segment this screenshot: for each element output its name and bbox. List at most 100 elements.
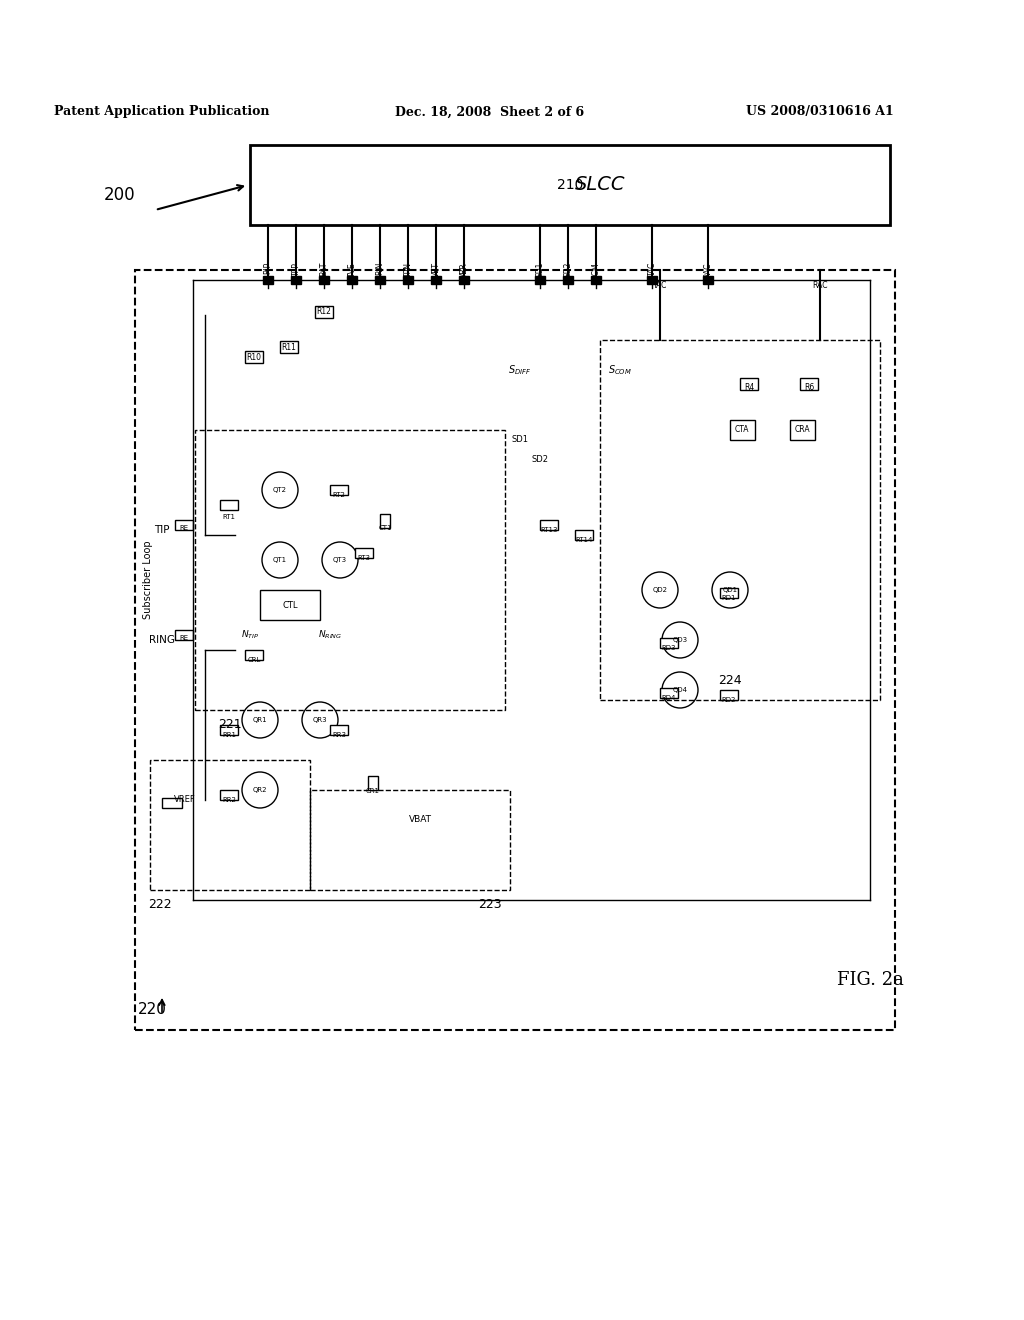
Bar [660,638,678,648]
Bar [380,513,390,528]
Text: Patent Application Publication: Patent Application Publication [54,106,269,119]
Text: RT14: RT14 [575,537,593,543]
Bar [175,630,193,640]
Text: TVE: TVE [347,261,356,277]
Text: R4: R4 [743,384,754,392]
Bar [660,688,678,698]
Bar [591,276,601,284]
Bar [280,341,298,352]
Text: VBR: VBR [460,261,469,277]
Text: SD1: SD1 [536,261,545,277]
Bar [250,145,890,224]
Bar [220,789,238,800]
Text: VBT: VBT [431,261,440,277]
Text: QD1: QD1 [723,587,737,593]
Bar [730,420,755,440]
Text: RE: RE [179,525,188,531]
Text: QR3: QR3 [312,717,328,723]
Bar [703,276,713,284]
Text: RT2: RT2 [333,492,345,498]
Bar [800,378,818,389]
Text: R10: R10 [247,352,261,362]
Text: SCM: SCM [592,261,600,279]
Bar [375,276,385,284]
Bar [319,276,329,284]
Text: QR1: QR1 [253,717,267,723]
Text: TIP: TIP [155,525,170,535]
Bar [563,276,573,284]
Text: SLCC: SLCC [574,176,626,194]
Text: $N_{TIP}$: $N_{TIP}$ [241,628,259,642]
Text: 221: 221 [218,718,242,731]
Bar [220,725,238,735]
Bar [459,276,469,284]
Bar [175,520,193,531]
Text: RR1: RR1 [222,733,236,738]
Text: QT2: QT2 [273,487,287,492]
Text: RT1: RT1 [222,513,236,520]
Text: CTA: CTA [735,425,750,434]
Bar [150,760,310,890]
Text: Dec. 18, 2008  Sheet 2 of 6: Dec. 18, 2008 Sheet 2 of 6 [395,106,585,119]
Bar [291,276,301,284]
Text: RR3: RR3 [332,733,346,738]
Bar [245,351,263,363]
Text: VBAT: VBAT [409,816,431,825]
Bar [347,276,357,284]
Bar [195,430,505,710]
Text: 220: 220 [137,1002,167,1018]
Text: RIN: RIN [376,261,384,276]
Text: FIG. 2a: FIG. 2a [837,972,903,989]
Text: SD2: SD2 [563,261,572,277]
Text: SD2: SD2 [531,455,549,465]
Text: $S_{DIFF}$: $S_{DIFF}$ [508,363,531,378]
Bar [431,276,441,284]
Bar [720,587,738,598]
Bar [330,725,348,735]
Bar [600,341,880,700]
Text: RIP: RIP [263,261,272,275]
Text: QT1: QT1 [273,557,287,564]
Text: Subscriber Loop: Subscriber Loop [143,541,153,619]
Text: R12: R12 [316,308,332,317]
Text: CRL: CRL [248,657,261,663]
Text: RD3: RD3 [662,645,676,651]
Bar [790,420,815,440]
Bar [330,484,348,495]
Text: TPN: TPN [403,261,413,277]
Bar [135,271,895,1030]
Bar [220,500,238,510]
Text: QT3: QT3 [333,557,347,564]
Text: 210: 210 [557,178,584,191]
Text: $S_{COM}$: $S_{COM}$ [608,363,632,378]
Bar [260,590,319,620]
Bar [535,276,545,284]
Text: CT1: CT1 [378,525,392,531]
Text: TAC: TAC [647,261,656,276]
Bar [355,548,373,558]
Text: CRA: CRA [795,425,810,434]
Bar [740,378,758,389]
Bar [575,531,593,540]
Text: $N_{RING}$: $N_{RING}$ [317,628,342,642]
Text: VREF: VREF [174,796,196,804]
Text: SD1: SD1 [512,436,528,445]
Bar [368,776,378,789]
Text: TPP: TPP [292,261,300,276]
Text: RT13: RT13 [541,527,558,533]
Bar [720,690,738,700]
Text: R6: R6 [804,384,814,392]
Text: RING: RING [150,635,175,645]
Text: TAC: TAC [653,281,668,289]
Text: RAC: RAC [812,281,827,289]
Text: QD2: QD2 [652,587,668,593]
Text: QD4: QD4 [673,686,687,693]
Bar [245,649,263,660]
Text: QR2: QR2 [253,787,267,793]
Bar [647,276,657,284]
Text: RE: RE [179,635,188,642]
Bar [403,276,413,284]
Text: RD4: RD4 [662,696,676,701]
Text: 200: 200 [104,186,136,205]
Text: R11: R11 [282,342,296,351]
